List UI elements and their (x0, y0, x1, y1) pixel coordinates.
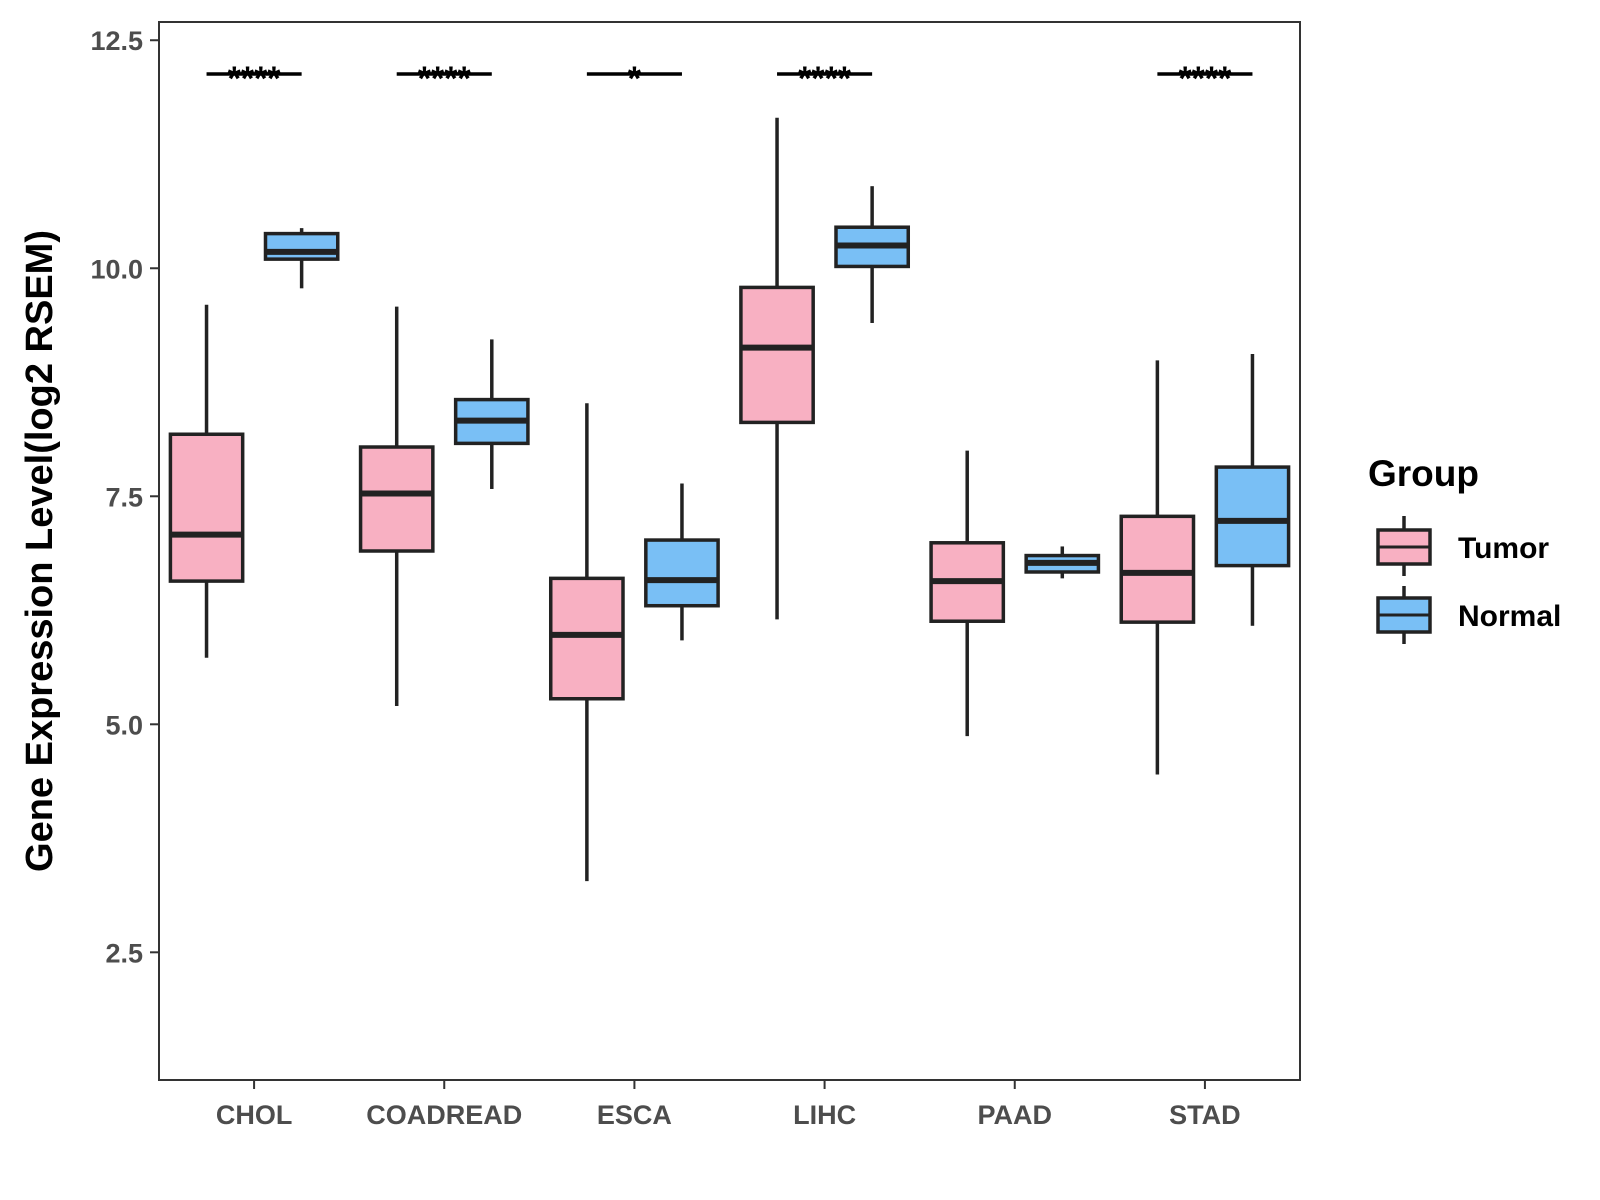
x-tick-label: COADREAD (366, 1100, 522, 1130)
y-tick-label: 7.5 (105, 482, 143, 512)
y-axis-title: Gene Expression Level(log2 RSEM) (19, 230, 61, 872)
box-lihc-tumor (739, 117, 815, 620)
box-coadread-normal (453, 339, 530, 489)
box-esca-tumor (548, 403, 625, 882)
box-chol-tumor (168, 304, 245, 658)
legend-item-tumor: Tumor (1376, 516, 1549, 576)
significance-label: **** (418, 60, 472, 98)
significance-lihc: **** (777, 60, 873, 98)
box-chol-normal (263, 228, 340, 289)
box-iqr (358, 445, 435, 553)
legend-label: Normal (1458, 600, 1561, 633)
legend-title: Group (1368, 453, 1479, 494)
x-tick-label: ESCA (597, 1100, 672, 1130)
significance-stad: **** (1157, 60, 1253, 98)
x-tick-label: PAAD (977, 1100, 1052, 1130)
box-paad-tumor (929, 450, 1006, 737)
y-tick-label: 12.5 (90, 26, 143, 56)
box-iqr (644, 538, 720, 608)
significance-layer: **** **** * **** **** (206, 60, 1253, 98)
x-axis: CHOL COADREAD ESCA LIHC PAAD STAD (216, 1080, 1241, 1130)
y-tick-label: 5.0 (105, 710, 143, 740)
box-iqr (1214, 465, 1291, 568)
legend-label: Tumor (1458, 532, 1549, 565)
box-lihc-normal (834, 186, 911, 323)
significance-coadread: **** (396, 60, 492, 98)
box-iqr (263, 231, 340, 261)
legend: Group Tumor Normal (1368, 453, 1561, 644)
significance-label: **** (798, 60, 852, 98)
significance-label: * (628, 60, 642, 98)
significance-label: **** (1178, 60, 1232, 98)
y-axis: 2.5 5.0 7.5 10.0 12.5 (90, 26, 159, 968)
plot-panel (158, 21, 1301, 1081)
box-iqr (739, 285, 815, 425)
box-paad-normal (1024, 546, 1101, 579)
y-tick-label: 2.5 (105, 938, 143, 968)
box-coadread-tumor (358, 306, 435, 707)
box-stad-normal (1214, 353, 1291, 626)
box-iqr (548, 576, 625, 701)
significance-esca: * (586, 60, 682, 98)
boxes-layer (168, 117, 1291, 882)
significance-label: **** (228, 60, 282, 98)
box-iqr (168, 432, 245, 583)
x-tick-label: STAD (1169, 1100, 1241, 1130)
x-tick-label: CHOL (216, 1100, 293, 1130)
y-tick-label: 10.0 (90, 254, 143, 284)
box-esca-normal (644, 483, 720, 641)
box-iqr (1119, 514, 1196, 624)
box-stad-tumor (1119, 360, 1196, 775)
legend-item-normal: Normal (1376, 586, 1561, 644)
significance-chol: **** (206, 60, 302, 98)
x-tick-label: LIHC (793, 1100, 856, 1130)
